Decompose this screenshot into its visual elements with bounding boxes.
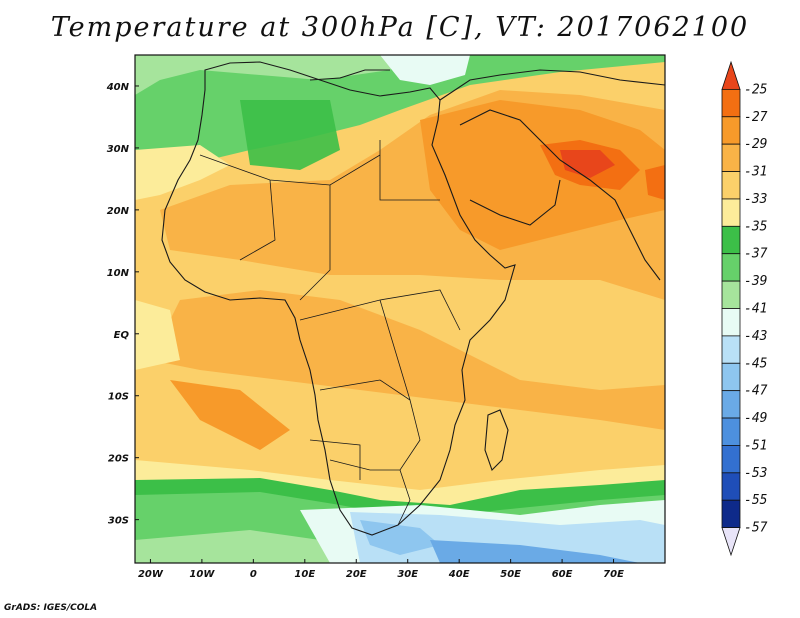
y-tick-label: 30N <box>107 144 130 155</box>
colorbar-label: -41 <box>744 302 767 317</box>
colorbar-swatch <box>721 280 741 309</box>
x-tick-label: 70E <box>603 569 624 580</box>
colorbar-label: -53 <box>744 466 767 481</box>
colorbar-swatch <box>721 527 741 557</box>
y-tick-label: 10S <box>108 392 129 403</box>
y-tick-label: 30S <box>108 516 129 527</box>
colorbar-label: -33 <box>744 192 767 207</box>
colorbar-swatch <box>721 335 741 364</box>
colorbar-swatch <box>721 253 741 282</box>
colorbar: -25 -27 -29 -31 -33 -35 -37 -39 -41 -43 -45 -47 -49 -… <box>721 60 768 557</box>
colorbar-swatch <box>721 171 741 200</box>
map-frame <box>134 54 666 564</box>
colorbar-swatch <box>721 143 741 172</box>
x-tick-label: 60E <box>552 569 573 580</box>
x-tick-label: 10W <box>189 569 215 580</box>
x-tick-label: 50E <box>500 569 521 580</box>
colorbar-swatch <box>721 198 741 227</box>
coastlines <box>161 61 665 536</box>
colorbar-swatch <box>721 116 741 145</box>
x-tick-label: 0 <box>250 569 257 580</box>
colorbar-label: -57 <box>744 521 768 536</box>
colorbar-label: -31 <box>744 165 767 180</box>
x-tick-label: 10E <box>294 569 315 580</box>
y-tick-label: 20N <box>107 206 130 217</box>
colorbar-swatch <box>721 390 741 419</box>
temperature-field <box>135 55 665 563</box>
colorbar-swatch <box>721 225 741 255</box>
colorbar-swatch <box>721 445 741 474</box>
colorbar-label: -51 <box>744 438 767 453</box>
colorbar-swatch <box>721 499 741 529</box>
colorbar-label: -25 <box>744 82 768 97</box>
x-axis: 20W 10W 0 10E 20E 30E 40E 50E 60E 70E <box>138 559 624 580</box>
y-axis: 40N 30N 20N 10N EQ 10S 20S 30S <box>106 82 139 527</box>
x-tick-label: 30E <box>397 569 418 580</box>
colorbar-label: -35 <box>744 219 768 234</box>
x-tick-label: 20W <box>138 569 164 580</box>
colorbar-swatch <box>721 362 741 392</box>
y-tick-label: EQ <box>114 330 130 341</box>
colorbar-label: -47 <box>744 384 768 399</box>
colorbar-label: -55 <box>744 493 768 508</box>
colorbar-label: -29 <box>744 137 767 152</box>
colorbar-label: -37 <box>744 247 768 262</box>
y-tick-label: 20S <box>108 454 129 465</box>
colorbar-label: -43 <box>744 329 767 344</box>
grads-credit: GrADS: IGES/COLA <box>4 603 98 613</box>
colorbar-label: -27 <box>744 110 768 125</box>
country-borders <box>199 140 461 526</box>
x-tick-label: 20E <box>346 569 367 580</box>
colorbar-label: -45 <box>744 356 768 371</box>
colorbar-label: -49 <box>744 411 767 426</box>
colorbar-label: -39 <box>744 274 767 289</box>
colorbar-swatch <box>721 88 741 118</box>
y-tick-label: 10N <box>107 268 130 279</box>
y-tick-label: 40N <box>106 82 130 93</box>
colorbar-swatch <box>721 472 741 501</box>
chart-title: Temperature at 300hPa [C], VT: 201706210… <box>50 12 750 43</box>
colorbar-swatch <box>721 417 741 446</box>
colorbar-swatch <box>721 308 741 337</box>
colorbar-swatch <box>721 60 741 90</box>
x-tick-label: 40E <box>448 569 470 580</box>
